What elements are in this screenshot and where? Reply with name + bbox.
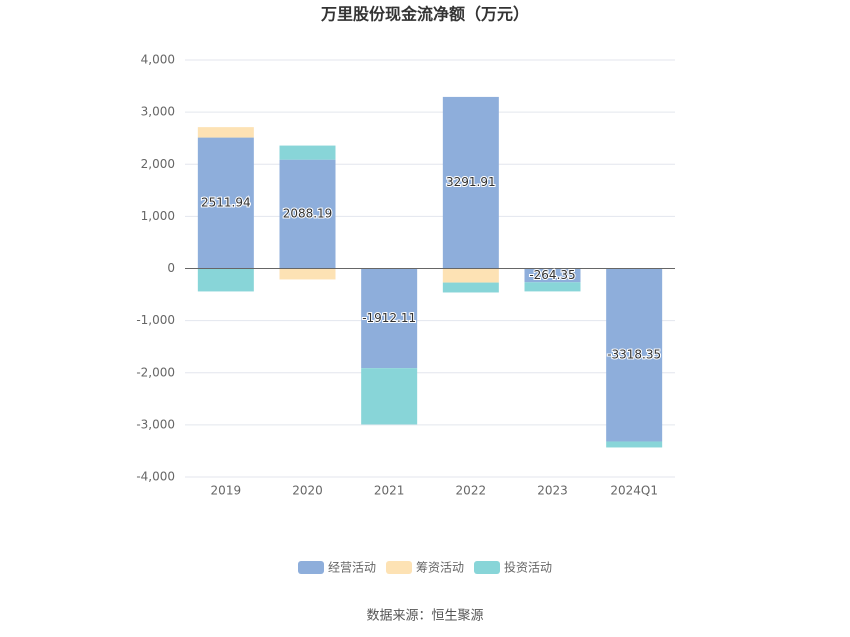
x-tick-label: 2024Q1 (610, 484, 658, 498)
value-label: 2088.19 (283, 207, 333, 221)
y-tick-label: 4,000 (141, 53, 175, 67)
bar (524, 282, 581, 292)
bar (606, 441, 663, 448)
y-tick-label: -2,000 (136, 365, 175, 379)
source: 数据来源：恒生聚源 (366, 609, 483, 624)
value-label: 3291.91 (446, 175, 496, 189)
legend-swatch (298, 561, 324, 574)
bar (606, 268, 663, 442)
bar (361, 268, 418, 369)
y-tick-label: -3,000 (136, 417, 175, 431)
value-label: -264.35 (529, 268, 575, 282)
y-tick-label: 1,000 (141, 209, 175, 223)
bar (442, 282, 499, 293)
bar (279, 159, 336, 269)
x-tick-label: 2021 (374, 484, 405, 498)
legend-swatch (474, 561, 500, 574)
legend-label: 筹资活动 (416, 561, 464, 575)
bar (197, 127, 254, 138)
x-tick-label: 2020 (292, 484, 323, 498)
bar (197, 268, 254, 292)
y-tick-label: 0 (167, 261, 175, 275)
legend-swatch (386, 561, 412, 574)
y-tick-label: 2,000 (141, 157, 175, 171)
bar (442, 268, 499, 283)
legend-label: 投资活动 (504, 560, 552, 575)
y-tick-label: -1,000 (136, 313, 175, 327)
chart-title: 万里股份现金流净额（万元） (320, 5, 529, 24)
x-tick-label: 2022 (456, 484, 487, 498)
x-tick-label: 2019 (211, 484, 242, 498)
bar (197, 137, 254, 269)
value-label: 2511.94 (201, 196, 251, 210)
bar (524, 268, 581, 283)
bar (361, 368, 418, 425)
value-label: -3318.35 (607, 347, 661, 361)
legend-label: 经营活动 (328, 561, 376, 575)
y-tick-label: 3,000 (141, 105, 175, 119)
bar (279, 145, 336, 160)
x-tick-label: 2023 (537, 484, 568, 498)
y-tick-label: -4,000 (136, 470, 175, 484)
bar (442, 96, 499, 269)
value-label: -1912.11 (362, 311, 416, 325)
bar (279, 268, 336, 280)
